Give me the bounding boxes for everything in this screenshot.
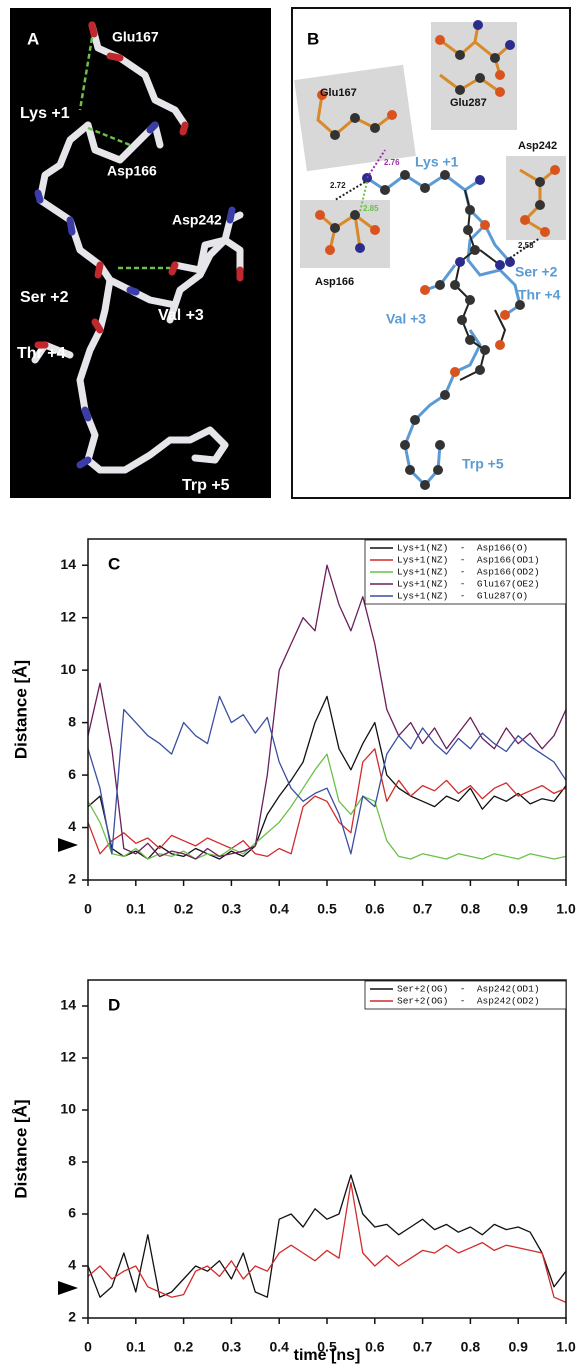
x-tick-label: 0.7: [413, 1339, 433, 1355]
atoms: [330, 50, 545, 490]
y-axis-label: Distance [Å]: [11, 660, 30, 759]
series-line: [87, 1182, 567, 1303]
y-tick-label: 12: [60, 1049, 76, 1065]
residue-label: Glu287: [450, 97, 487, 109]
y-tick-label: 4: [68, 1257, 76, 1273]
x-tick-label: 1.0: [556, 901, 576, 917]
nitrogen-atoms: [355, 20, 515, 270]
legend-label: Lys+1(NZ) - Asp166(OD1): [397, 555, 540, 566]
panel-b: B Glu167 Glu287 Asp242 Asp166 Lys +1 Ser…: [291, 7, 571, 499]
panel-label: B: [307, 29, 319, 48]
x-tick-label: 0.3: [222, 1339, 242, 1355]
panel-label: A: [27, 29, 39, 48]
x-tick-label: 1.0: [556, 1339, 576, 1355]
residue-label: Asp242: [518, 140, 557, 152]
residue-label: Val +3: [158, 307, 204, 324]
y-axis-label: Distance [Å]: [11, 1099, 30, 1198]
x-tick-label: 0.1: [126, 1339, 146, 1355]
y-tick-label: 14: [60, 997, 76, 1013]
residue-label: Trp +5: [182, 477, 230, 494]
series-line: [87, 695, 567, 855]
legend-box: [364, 980, 567, 1010]
y-tick-label: 4: [68, 818, 76, 834]
x-tick-label: 0.4: [269, 901, 289, 917]
y-tick-label: 6: [68, 766, 76, 782]
residue-label: Glu167: [320, 87, 357, 99]
backbone-label: Thr +4: [518, 287, 561, 303]
backbone-label: Lys +1: [415, 154, 459, 170]
legend-label: Lys+1(NZ) - Asp166(O): [397, 543, 528, 554]
panel-label: C: [108, 554, 120, 573]
plot-frame: [87, 538, 567, 881]
series-line: [87, 753, 567, 860]
x-tick-label: 0.8: [461, 1339, 481, 1355]
residue-label: Lys +1: [20, 105, 70, 122]
distance-label: 2.85: [363, 204, 379, 213]
h-bond: [359, 181, 368, 213]
y-tick-label: 8: [68, 1153, 76, 1169]
x-tick-label: 0.4: [269, 1339, 289, 1355]
legend-label: Lys+1(NZ) - Glu167(OE2): [397, 579, 540, 590]
panel-a: A Glu167 Lys +1 Asp166 Asp242 Ser +2 Val…: [10, 8, 271, 498]
x-tick-label: 0.3: [222, 901, 242, 917]
molecule-sticks: [31, 21, 244, 474]
residue-label: Asp242: [172, 212, 222, 228]
legend-box: [364, 539, 567, 605]
backbone-label: Val +3: [386, 311, 426, 327]
series-line: [87, 695, 567, 860]
distance-label: 2.76: [384, 158, 400, 167]
distance-label: 2.72: [330, 181, 346, 190]
panel-label: D: [108, 995, 120, 1014]
hetero-atoms: [34, 21, 244, 469]
h-bond: [334, 181, 366, 201]
x-tick-label: 0.2: [174, 1339, 194, 1355]
plot-frame: [87, 979, 567, 1319]
h-bond: [366, 149, 386, 179]
legend-label: Lys+1(NZ) - Asp166(OD2): [397, 567, 540, 578]
x-tick-label: 0.1: [126, 901, 146, 917]
legend-label: Ser+2(OG) - Asp242(OD1): [397, 984, 540, 995]
x-tick-label: 0.9: [508, 901, 528, 917]
residue-label: Ser +2: [20, 289, 69, 306]
reference-arrow: [58, 1281, 78, 1295]
y-tick-label: 6: [68, 1205, 76, 1221]
x-tick-label: 0: [84, 901, 92, 917]
residue-label: Glu167: [112, 29, 159, 45]
x-tick-label: 0.7: [413, 901, 433, 917]
x-tick-label: 0.9: [508, 1339, 528, 1355]
reference-arrow: [58, 838, 78, 852]
x-axis-label: time [ns]: [294, 1347, 361, 1364]
x-tick-label: 0.8: [461, 901, 481, 917]
y-tick-label: 10: [60, 661, 76, 677]
y-tick-label: 10: [60, 1101, 76, 1117]
x-tick-label: 0.6: [365, 1339, 385, 1355]
oxygen-atoms: [315, 35, 560, 377]
distance-label: 2.58: [518, 241, 534, 250]
legend-label: Ser+2(OG) - Asp242(OD2): [397, 996, 540, 1007]
y-tick-label: 12: [60, 608, 76, 624]
x-tick-label: 0.2: [174, 901, 194, 917]
x-tick-label: 0.5: [317, 901, 337, 917]
residue-label: Thr +4: [17, 345, 66, 362]
h-bonds: [78, 37, 170, 270]
x-tick-label: 0.5: [317, 1339, 337, 1355]
residue-label: Asp166: [315, 276, 354, 288]
y-tick-label: 8: [68, 713, 76, 729]
backbone-label: Ser +2: [515, 264, 558, 280]
y-tick-label: 2: [68, 871, 76, 887]
legend-label: Lys+1(NZ) - Glu287(O): [397, 591, 528, 602]
backbone-label: Trp +5: [462, 456, 504, 472]
x-tick-label: 0.6: [365, 901, 385, 917]
residue-label: Asp166: [107, 163, 157, 179]
y-tick-label: 2: [68, 1309, 76, 1325]
panel-a-bg: [10, 8, 271, 498]
series-line: [87, 564, 567, 860]
x-tick-label: 0: [84, 1339, 92, 1355]
series-line: [87, 1174, 567, 1298]
series-line: [87, 748, 567, 858]
y-tick-label: 14: [60, 556, 76, 572]
